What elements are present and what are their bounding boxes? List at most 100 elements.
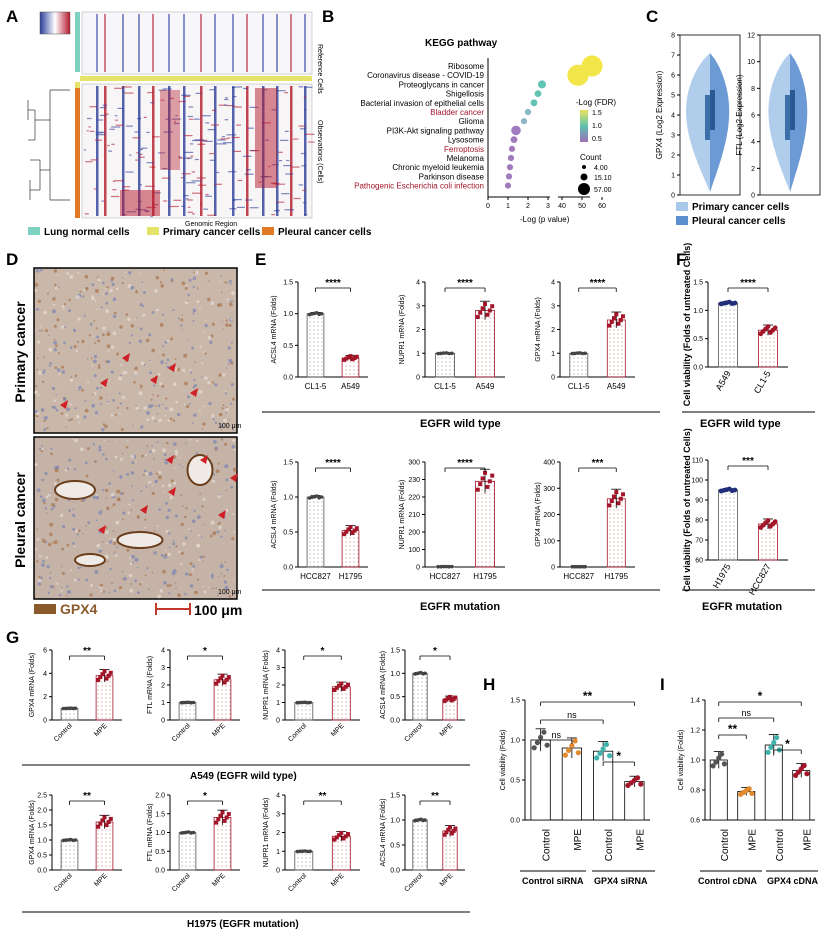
chart-g-12-tick-label: 4	[161, 648, 165, 655]
tissue-cell	[131, 485, 134, 488]
chart-f-10-tick-label: 90	[695, 498, 703, 505]
gland-lumen	[116, 531, 164, 549]
tissue-cell	[224, 464, 229, 469]
tissue-cell	[220, 274, 222, 277]
tissue-cell	[106, 506, 110, 510]
tissue-cell	[197, 288, 199, 290]
chart-i-20-point	[804, 771, 810, 777]
chart-e-7-tick-label: 0	[416, 565, 420, 572]
chart-g-16-category-label: MPE	[211, 872, 227, 888]
count-title: Count	[580, 153, 602, 162]
chart-g-13-point	[334, 685, 339, 690]
heatmap-cell	[195, 92, 202, 94]
tissue-cell	[118, 376, 123, 381]
heatmap-cell	[162, 177, 171, 179]
heatmap-block	[120, 190, 160, 216]
tissue-cell	[54, 497, 59, 502]
tissue-cell	[116, 546, 119, 549]
tissue-cell	[172, 309, 175, 312]
kegg-category-label: Melanoma	[447, 154, 485, 163]
count-tick-1: 15.10	[594, 175, 612, 182]
tissue-cell	[72, 513, 76, 517]
chart-g-11-point	[102, 669, 107, 674]
chart-f-10-category-label: H1975	[711, 562, 733, 590]
chart-h-19-category-label: Control	[604, 829, 615, 861]
heatmap-cell	[111, 126, 121, 128]
tissue-cell	[181, 314, 183, 316]
tissue-cell	[81, 339, 85, 344]
heatmap-cell	[300, 152, 306, 155]
tissue-cell	[144, 472, 148, 476]
tissue-cell	[97, 366, 101, 369]
tissue-cell	[129, 562, 133, 566]
heatmap-obs-stripe	[96, 86, 99, 216]
tissue-cell	[110, 279, 114, 283]
tissue-cell	[130, 471, 135, 475]
heatmap-cell	[299, 128, 306, 130]
chart-i-20-sig-label: ns	[741, 708, 751, 718]
tissue-cell	[227, 346, 231, 350]
tissue-cell	[51, 405, 55, 409]
tissue-cell	[149, 483, 151, 485]
tissue-cell	[130, 509, 133, 511]
chart-g-12-point	[222, 680, 227, 685]
tissue-cell	[91, 283, 95, 287]
chart-e-8-tick-label: 300	[543, 486, 555, 493]
kegg-x-tick-label: 2	[526, 203, 530, 210]
tissue-cell	[211, 575, 214, 579]
group-label-i-2: GPX4 cDNA	[767, 876, 819, 886]
chart-e-5-point	[573, 351, 577, 356]
kegg-category-label: Coronavirus disease - COVID-19	[367, 71, 484, 80]
tissue-cell	[211, 479, 216, 483]
chart-g-16-point	[191, 830, 196, 835]
tissue-cell	[208, 280, 210, 283]
heatmap-ref-stripe	[304, 14, 306, 72]
tissue-cell	[160, 360, 164, 364]
tissue-cell	[115, 520, 120, 525]
tissue-cell	[181, 281, 186, 286]
tissue-cell	[38, 555, 42, 558]
chart-i-20-bar	[764, 744, 783, 821]
tissue-cell	[151, 448, 156, 453]
tissue-cell	[111, 506, 113, 508]
heatmap-cell	[298, 125, 306, 127]
heatmap-ref-stripe	[104, 14, 106, 72]
chart-i-20-sig-label: *	[758, 689, 763, 703]
tissue-cell	[201, 505, 204, 508]
heatmap-cell	[114, 180, 124, 182]
tissue-cell	[41, 444, 43, 447]
tissue-cell	[181, 329, 183, 331]
chart-g-11-bar	[95, 675, 114, 721]
tissue-cell	[106, 560, 109, 563]
tissue-cell	[77, 272, 80, 275]
chart-g-11-point	[108, 670, 113, 675]
tissue-cell	[225, 319, 228, 322]
heatmap-cell	[138, 156, 145, 158]
tissue-cell	[218, 412, 223, 417]
tissue-cell	[34, 288, 38, 292]
tissue-cell	[178, 550, 181, 554]
tissue-cell	[109, 537, 112, 540]
tissue-cell	[153, 551, 157, 555]
tissue-cell	[148, 333, 152, 337]
tissue-cell	[134, 579, 138, 583]
kegg-xlabel: -Log (p value)	[520, 215, 570, 224]
heatmap-cell	[184, 151, 194, 153]
tissue-cell	[228, 280, 232, 283]
heatmap-cell	[216, 143, 227, 145]
chart-e-3-point	[342, 357, 347, 362]
tissue-cell	[81, 388, 84, 392]
tissue-cell	[170, 278, 174, 282]
tissue-cell	[36, 528, 38, 530]
heatmap-cell	[233, 150, 241, 152]
chart-g-14-point	[453, 695, 458, 700]
chart-e-7-tick-label: 100	[408, 547, 420, 554]
chart-e-5-bar	[606, 319, 626, 378]
tissue-cell	[118, 423, 120, 425]
tissue-cell	[121, 453, 124, 455]
arrow-marker	[166, 455, 174, 464]
chart-f-10-tick-label: 100	[691, 478, 703, 485]
violin-gpx4-half-pleural	[710, 53, 730, 192]
tissue-cell	[144, 526, 147, 529]
kegg-point	[510, 136, 518, 144]
